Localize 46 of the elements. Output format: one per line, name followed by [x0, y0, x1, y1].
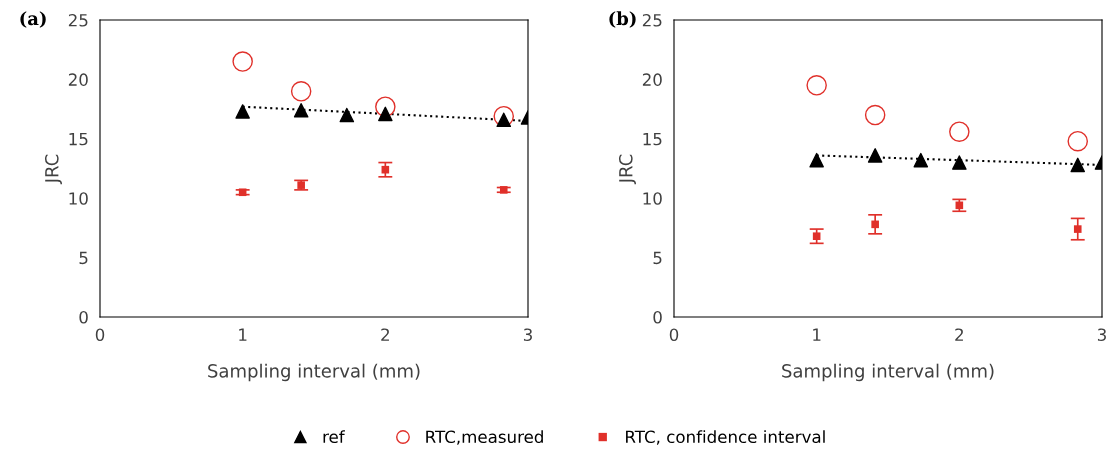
point [339, 107, 355, 123]
point [949, 121, 970, 142]
y-tick-label: 25 [642, 13, 662, 27]
point [812, 232, 821, 241]
y-tick-label: 15 [69, 132, 88, 146]
x-tick-label: 1 [239, 328, 247, 341]
legend-label: ref [323, 430, 345, 444]
y-tick-label: 0 [79, 310, 88, 324]
x-tick-label: 1 [813, 328, 821, 341]
y-tick-label: 5 [79, 251, 88, 265]
point [806, 75, 827, 96]
text: (a) [20, 11, 46, 28]
x-tick-label: 3 [523, 328, 532, 342]
y-tick-label: 5 [653, 251, 662, 265]
x-tick-label: 2 [381, 328, 389, 341]
point [290, 81, 312, 102]
x-axis-title: Sampling interval (mm) [782, 363, 994, 382]
point [1073, 225, 1082, 233]
y-tick-label: 0 [653, 310, 662, 324]
point [864, 104, 886, 126]
point [913, 152, 929, 168]
y-tick-label: 15 [643, 132, 662, 146]
point [1067, 130, 1089, 152]
point [871, 220, 879, 229]
legend-label: RTC, confidence interval [626, 430, 825, 445]
x-tick-label: 0 [95, 328, 105, 342]
y-axis-title: JRC [618, 154, 636, 185]
point [867, 148, 883, 163]
legend-label: RTC,measured [426, 430, 543, 445]
point [235, 104, 250, 119]
point [1070, 157, 1086, 173]
y-tick-label: 20 [642, 73, 662, 86]
point [809, 152, 824, 168]
x-tick-label: 0 [669, 328, 679, 342]
point [232, 51, 253, 72]
y-tick-label: 25 [68, 13, 88, 27]
x-tick-label: 2 [955, 328, 963, 341]
text: (b) [609, 11, 636, 28]
x-axis-title: Sampling interval (mm) [208, 363, 420, 382]
point [293, 103, 309, 118]
y-tick-label: 10 [69, 192, 88, 205]
y-tick-label: 20 [68, 73, 88, 86]
y-tick-label: 10 [643, 192, 662, 205]
x-tick-label: 3 [1097, 328, 1106, 342]
y-axis-title: JRC [44, 154, 62, 185]
point [952, 155, 967, 170]
